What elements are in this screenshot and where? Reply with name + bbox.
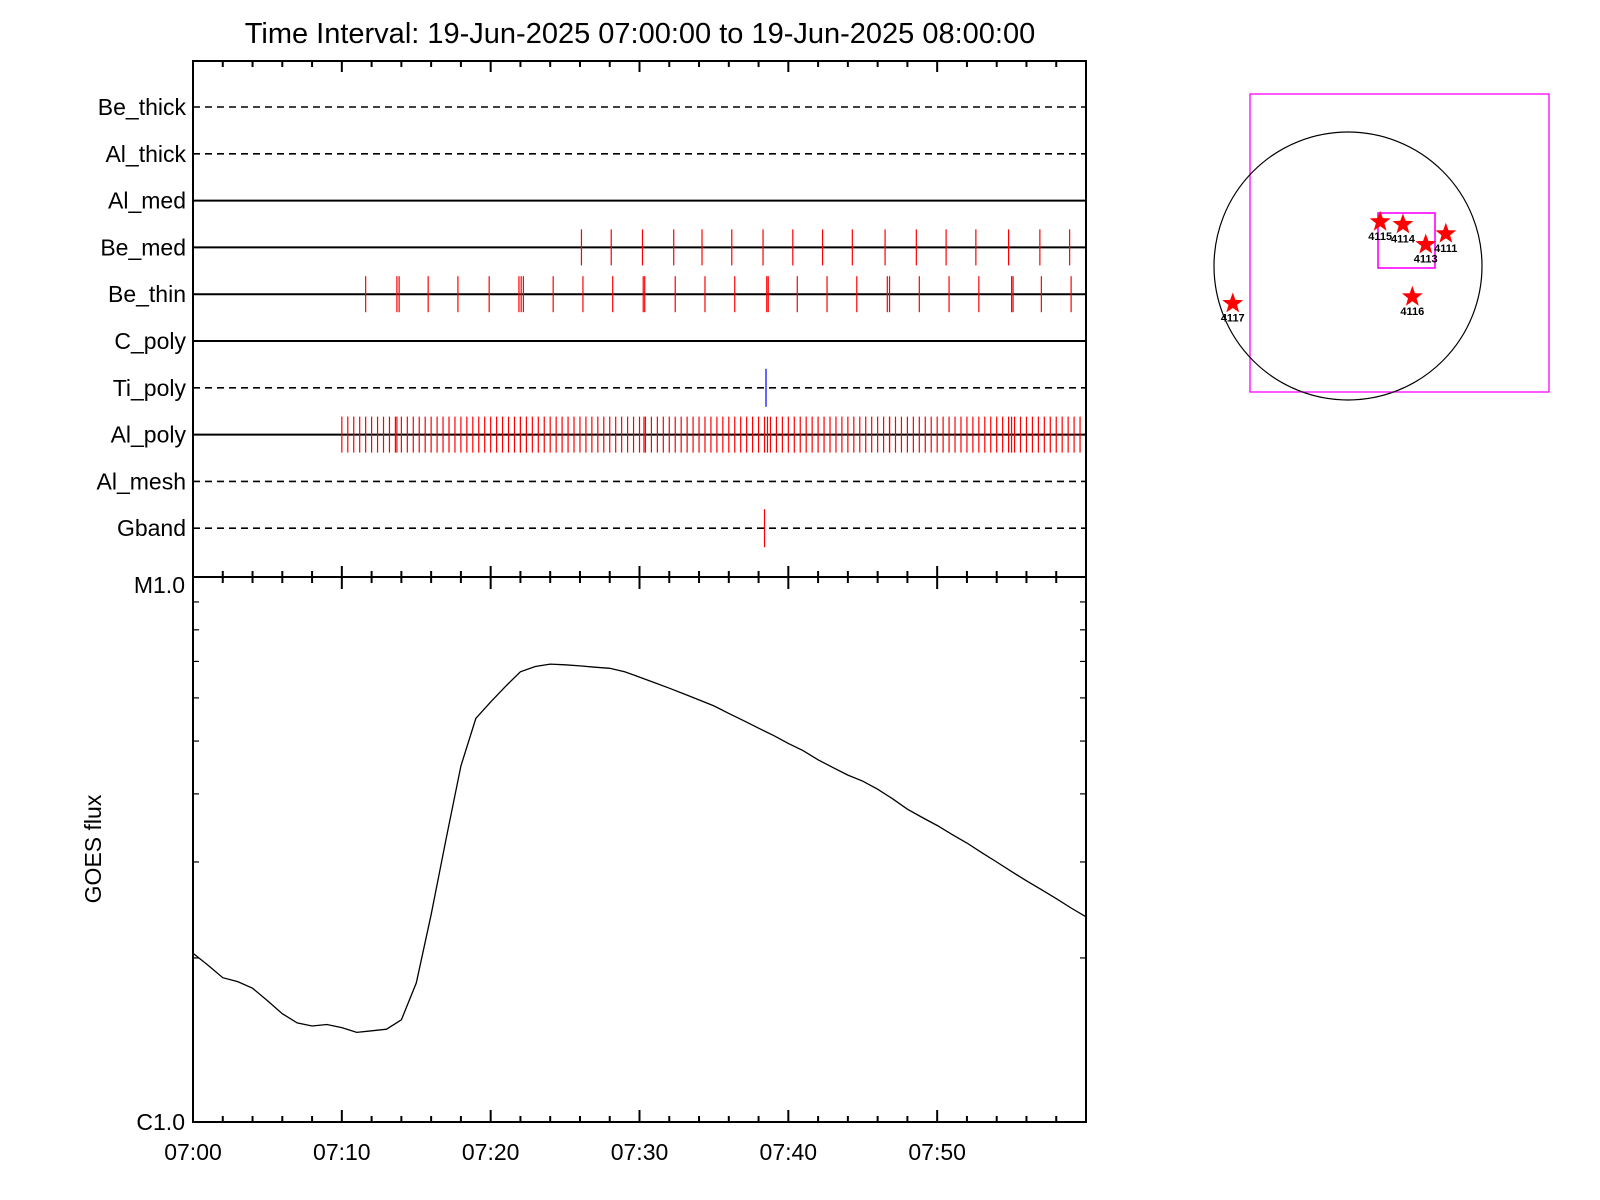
active-region-star-4113 — [1415, 233, 1437, 254]
timeline-frame — [192, 60, 1087, 578]
row-label-be-med: Be_med — [100, 234, 186, 260]
row-label-c-poly: C_poly — [114, 328, 186, 354]
event-timeline-panel: Be_thick Al_thick Al_med Be_med Be_thin C_pol… — [97, 60, 1087, 578]
active-region-label-4114: 4114 — [1391, 233, 1416, 245]
zoom-box — [1377, 212, 1436, 269]
active-region-star-4114 — [1392, 213, 1414, 234]
active-region-star-4115 — [1369, 210, 1391, 231]
active-region-star-4117 — [1222, 292, 1244, 313]
active-region-star-4111 — [1435, 222, 1457, 243]
row-label-al-poly: Al_poly — [111, 422, 187, 448]
x-tick-label: 07:20 — [462, 1139, 520, 1165]
x-tick-label: 07:00 — [164, 1139, 222, 1165]
active-region-label-4113: 4113 — [1414, 254, 1438, 266]
y-axis-label: GOES flux — [80, 794, 106, 903]
row-label-be-thick: Be_thick — [98, 94, 187, 120]
row-label-al-med: Al_med — [108, 188, 186, 214]
goes-flux-panel: 07:00 07:10 07:20 07:30 07:40 07:50 C1.0 M1.0 GO… — [80, 572, 1087, 1165]
goes-flux-line — [192, 663, 1087, 1034]
x-tick-label: 07:30 — [611, 1139, 669, 1165]
active-region-label-4115: 4115 — [1368, 231, 1392, 243]
active-region-label-4116: 4116 — [1400, 306, 1424, 318]
chart-title: Time Interval: 19-Jun-2025 07:00:00 to 1… — [245, 18, 1036, 50]
x-tick-label: 07:10 — [313, 1139, 371, 1165]
row-label-al-thick: Al_thick — [105, 141, 186, 167]
solar-disk — [1213, 131, 1483, 401]
active-region-label-4117: 4117 — [1221, 313, 1245, 325]
active-region-label-4111: 4111 — [1434, 243, 1457, 255]
row-label-be-thin: Be_thin — [108, 281, 186, 307]
y-tick-label-low: C1.0 — [136, 1109, 185, 1135]
active-region-star-4116 — [1401, 285, 1423, 306]
row-label-al-mesh: Al_mesh — [97, 468, 186, 494]
row-label-ti-poly: Ti_poly — [113, 375, 187, 401]
goes-frame — [192, 576, 1087, 1123]
y-tick-label-high: M1.0 — [134, 572, 185, 598]
x-tick-label: 07:50 — [908, 1139, 966, 1165]
x-tick-label: 07:40 — [760, 1139, 818, 1165]
fov-box — [1249, 93, 1550, 393]
row-label-gband: Gband — [117, 515, 186, 541]
